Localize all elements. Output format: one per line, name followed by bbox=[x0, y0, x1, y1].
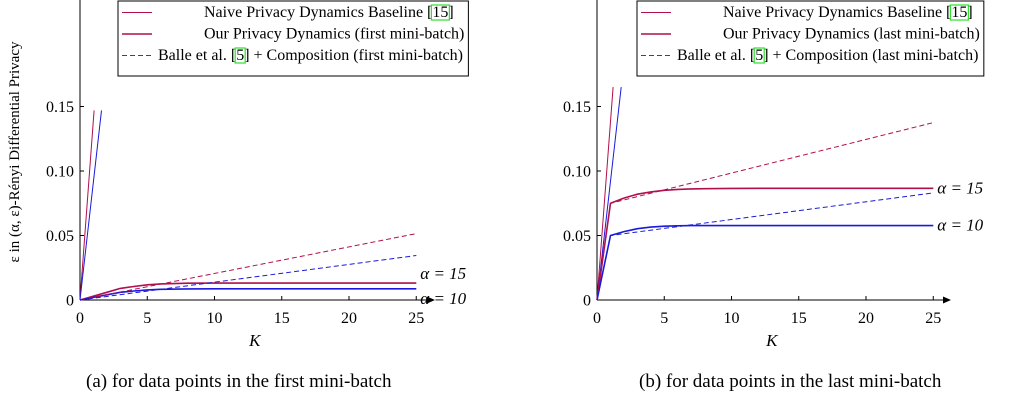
legend-label: + Composition (first mini-batch) bbox=[250, 47, 463, 64]
legend-entry: Naive Privacy Dynamics Baseline [15] bbox=[723, 4, 973, 21]
y-tick-label: 0 bbox=[583, 293, 591, 310]
series-line-thin-solid bbox=[79, 110, 102, 301]
caption-a: (a) for data points in the first mini-ba… bbox=[86, 371, 392, 392]
x-tick-label: 20 bbox=[858, 310, 874, 327]
citation-highlight bbox=[234, 47, 246, 64]
series-line-solid bbox=[596, 224, 934, 301]
legend: Naive Privacy Dynamics Baseline [15] Our … bbox=[117, 0, 469, 77]
series-annotation: α = 10 bbox=[937, 216, 983, 235]
y-tick-label: 0.10 bbox=[563, 164, 591, 181]
citation-ref[interactable]: 15 bbox=[951, 4, 967, 21]
x-tick-label: 15 bbox=[791, 310, 807, 327]
legend-label: ] bbox=[244, 47, 249, 64]
series-line-solid bbox=[79, 282, 417, 301]
legend-box bbox=[117, 0, 469, 77]
series-group bbox=[79, 110, 417, 301]
legend-box bbox=[636, 0, 985, 77]
series-line-solid bbox=[596, 187, 934, 301]
series-line-dashed bbox=[596, 122, 934, 301]
x-tick-label: 0 bbox=[76, 310, 84, 327]
citation-ref[interactable]: 5 bbox=[236, 47, 244, 64]
series-line-dashed bbox=[596, 192, 934, 301]
y-tick-label: 0.15 bbox=[46, 99, 74, 116]
series-line-thin-solid bbox=[79, 110, 95, 301]
x-tick-label: 10 bbox=[207, 310, 223, 327]
x-tick-label: 0 bbox=[593, 310, 601, 327]
legend-label: [ bbox=[946, 4, 951, 21]
x-tick-label: 15 bbox=[274, 310, 290, 327]
legend-label: [ bbox=[427, 4, 432, 21]
legend-label: Naive Privacy Dynamics Baseline bbox=[723, 4, 946, 21]
y-tick-label: 0.15 bbox=[563, 99, 591, 116]
x-axis-label: K bbox=[248, 331, 262, 350]
series-annotation: α = 10 bbox=[420, 289, 466, 308]
citation-highlight bbox=[430, 4, 450, 21]
legend-entry: Our Privacy Dynamics (last mini-batch) bbox=[723, 26, 980, 43]
series-line-thin-solid bbox=[596, 87, 622, 301]
legend-label: ] bbox=[967, 4, 972, 21]
citation-ref[interactable]: 15 bbox=[432, 4, 448, 21]
series-line-thin-solid bbox=[596, 87, 614, 301]
legend-label: Our Privacy Dynamics (first mini-batch) bbox=[204, 26, 464, 43]
x-tick-label: 20 bbox=[341, 310, 357, 327]
series-line-dashed bbox=[79, 233, 417, 301]
legend-label: Our Privacy Dynamics (last mini-batch) bbox=[723, 26, 980, 43]
x-axis-arrow bbox=[427, 296, 435, 304]
legend-label: Naive Privacy Dynamics Baseline bbox=[204, 4, 427, 21]
legend-entry: Balle et al. [5] + Composition (first mi… bbox=[158, 47, 463, 64]
legend-entry: Our Privacy Dynamics (first mini-batch) bbox=[204, 26, 464, 43]
y-tick-label: 0.05 bbox=[563, 228, 591, 245]
x-tick-label: 5 bbox=[143, 310, 151, 327]
series-annotation: α = 15 bbox=[937, 178, 983, 197]
citation-highlight bbox=[949, 4, 969, 21]
series-line-dashed bbox=[79, 255, 417, 301]
caption-b: (b) for data points in the last mini-bat… bbox=[639, 371, 942, 392]
x-tick-label: 25 bbox=[925, 310, 941, 327]
series-group bbox=[596, 87, 934, 301]
y-tick-label: 0 bbox=[66, 293, 74, 310]
x-axis-label: K bbox=[765, 331, 779, 350]
legend-label: ] bbox=[763, 47, 768, 64]
legend-label: + Composition (last mini-batch) bbox=[769, 47, 979, 64]
x-tick-label: 5 bbox=[660, 310, 668, 327]
legend-label: Balle et al. bbox=[158, 47, 231, 64]
panel-b: 0 5 10 15 20 25 0 0.05 0.10 0.15 Kα = 15 α = 10 Naiv… bbox=[563, 0, 985, 350]
legend-entry: Naive Privacy Dynamics Baseline [15] bbox=[204, 4, 454, 21]
legend-label: ] bbox=[448, 4, 453, 21]
panel-a: 0 5 10 15 20 25 0 0.05 0.10 0.15 Kα = 15 α = 10 Naiv… bbox=[46, 0, 469, 350]
legend-label: [ bbox=[231, 47, 236, 64]
legend: Naive Privacy Dynamics Baseline [15] Our … bbox=[636, 0, 985, 77]
citation-highlight bbox=[753, 47, 765, 64]
y-axis-label-text: ε in (α, ε)-Rényi Differential Privacy bbox=[7, 41, 23, 262]
y-tick-label: 0.05 bbox=[46, 228, 74, 245]
series-annotation: α = 15 bbox=[420, 264, 466, 283]
y-axis-label: ε in (α, ε)-Rényi Differential Privacy bbox=[7, 41, 23, 262]
legend-entry: Balle et al. [5] + Composition (last min… bbox=[677, 47, 978, 64]
legend-label: [ bbox=[750, 47, 755, 64]
x-axis-arrow bbox=[943, 296, 951, 304]
legend-label: Balle et al. bbox=[677, 47, 750, 64]
x-tick-label: 25 bbox=[408, 310, 424, 327]
x-tick-label: 10 bbox=[724, 310, 740, 327]
citation-ref[interactable]: 5 bbox=[755, 47, 763, 64]
y-tick-label: 0.10 bbox=[46, 164, 74, 181]
